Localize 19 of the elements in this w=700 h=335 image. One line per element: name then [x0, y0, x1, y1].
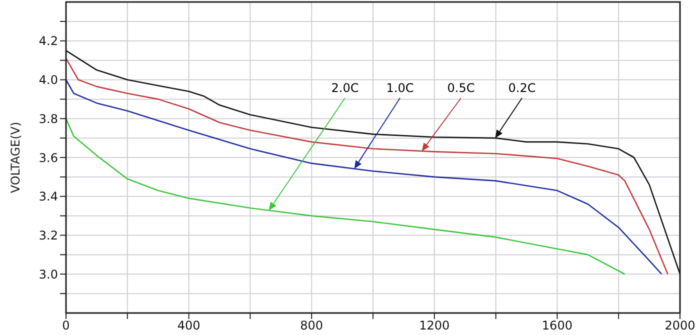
annotation: 0.2C — [508, 81, 536, 95]
y-tick-label: 4.2 — [38, 34, 58, 48]
annotation: 2.0C — [331, 81, 359, 95]
y-tick-label: 3.4 — [38, 190, 58, 204]
line-series — [66, 118, 626, 275]
y-tick-label: 4.0 — [38, 73, 58, 88]
y-tick-label: 3.0 — [38, 267, 58, 282]
x-tick-label: 0 — [62, 318, 70, 333]
annotation: 0.5C — [447, 81, 475, 95]
annotation: 1.0C — [386, 81, 414, 95]
x-tick-label: 2000 — [664, 318, 696, 333]
y-tick-label: 3.8 — [38, 112, 58, 126]
y-tick-label: 3.2 — [38, 228, 58, 243]
y-tick-label: 3.6 — [38, 150, 58, 165]
x-tick-label: 800 — [300, 318, 324, 333]
y-axis-title: VOLTAGE(V) — [8, 122, 22, 194]
x-tick-label: 1200 — [419, 318, 450, 333]
x-tick-label: 400 — [177, 318, 200, 333]
x-tick-label: 1600 — [542, 318, 572, 333]
